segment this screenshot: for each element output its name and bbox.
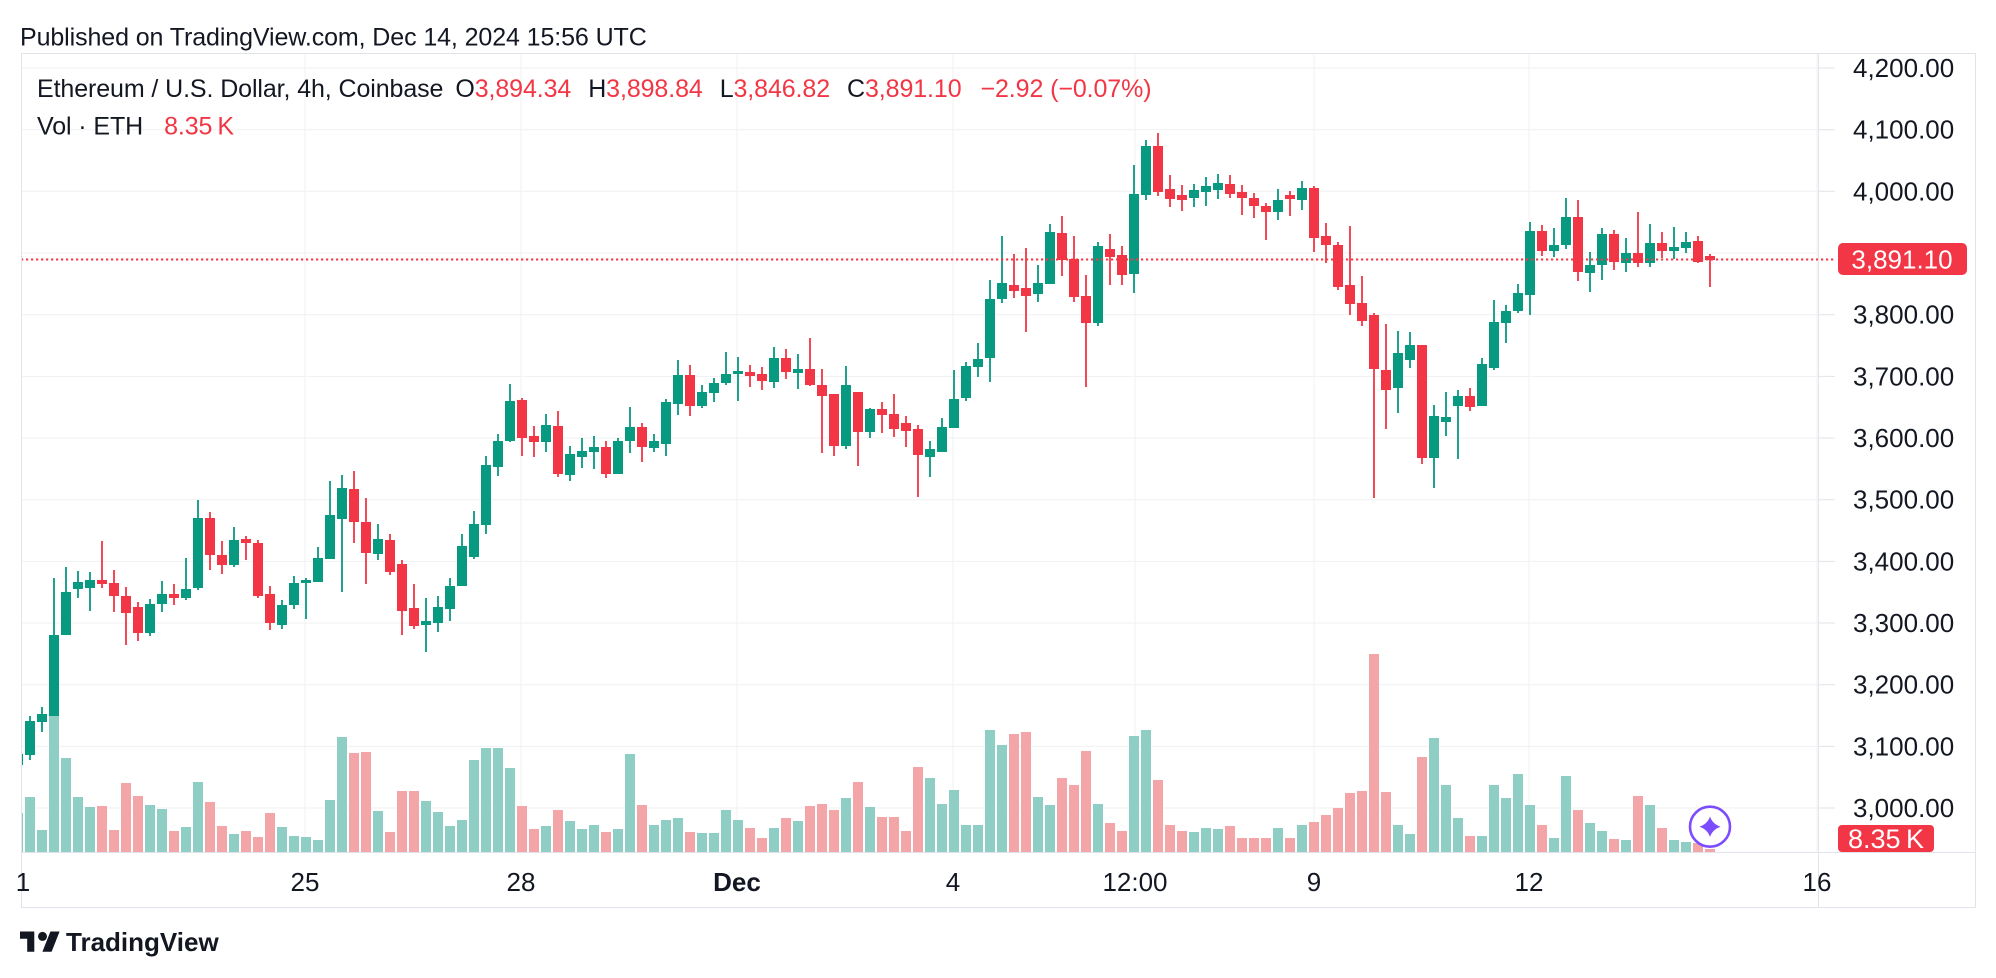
svg-text:25: 25 xyxy=(291,867,320,897)
svg-text:3,300.00: 3,300.00 xyxy=(1853,608,1954,638)
svg-text:3,100.00: 3,100.00 xyxy=(1853,731,1954,761)
svg-text:4,100.00: 4,100.00 xyxy=(1853,115,1954,145)
svg-text:12: 12 xyxy=(1515,867,1544,897)
svg-text:Published on TradingView.com,: Published on TradingView.com, Dec 14, 20… xyxy=(20,24,647,52)
svg-text:16: 16 xyxy=(1803,867,1832,897)
svg-text:4,200.00: 4,200.00 xyxy=(1853,53,1954,83)
svg-text:8.35 K: 8.35 K xyxy=(1848,824,1924,854)
svg-text:3,800.00: 3,800.00 xyxy=(1853,300,1954,330)
svg-text:3,000.00: 3,000.00 xyxy=(1853,793,1954,823)
svg-text:TradingView: TradingView xyxy=(66,927,219,957)
svg-text:3,600.00: 3,600.00 xyxy=(1853,423,1954,453)
svg-text:3,891.10: 3,891.10 xyxy=(1851,245,1952,275)
svg-text:3,700.00: 3,700.00 xyxy=(1853,361,1954,391)
svg-text:12:00: 12:00 xyxy=(1102,867,1167,897)
svg-text:4,000.00: 4,000.00 xyxy=(1853,176,1954,206)
svg-text:Ethereum / U.S. Dollar, 4h, Co: Ethereum / U.S. Dollar, 4h, Coinbase O3,8… xyxy=(37,75,1151,103)
svg-text:9: 9 xyxy=(1307,867,1321,897)
svg-text:3,200.00: 3,200.00 xyxy=(1853,670,1954,700)
svg-text:4: 4 xyxy=(946,867,960,897)
svg-text:1: 1 xyxy=(16,867,30,897)
svg-text:28: 28 xyxy=(507,867,536,897)
svg-text:3,400.00: 3,400.00 xyxy=(1853,546,1954,576)
svg-text:3,500.00: 3,500.00 xyxy=(1853,485,1954,515)
svg-text:Dec: Dec xyxy=(713,867,761,897)
